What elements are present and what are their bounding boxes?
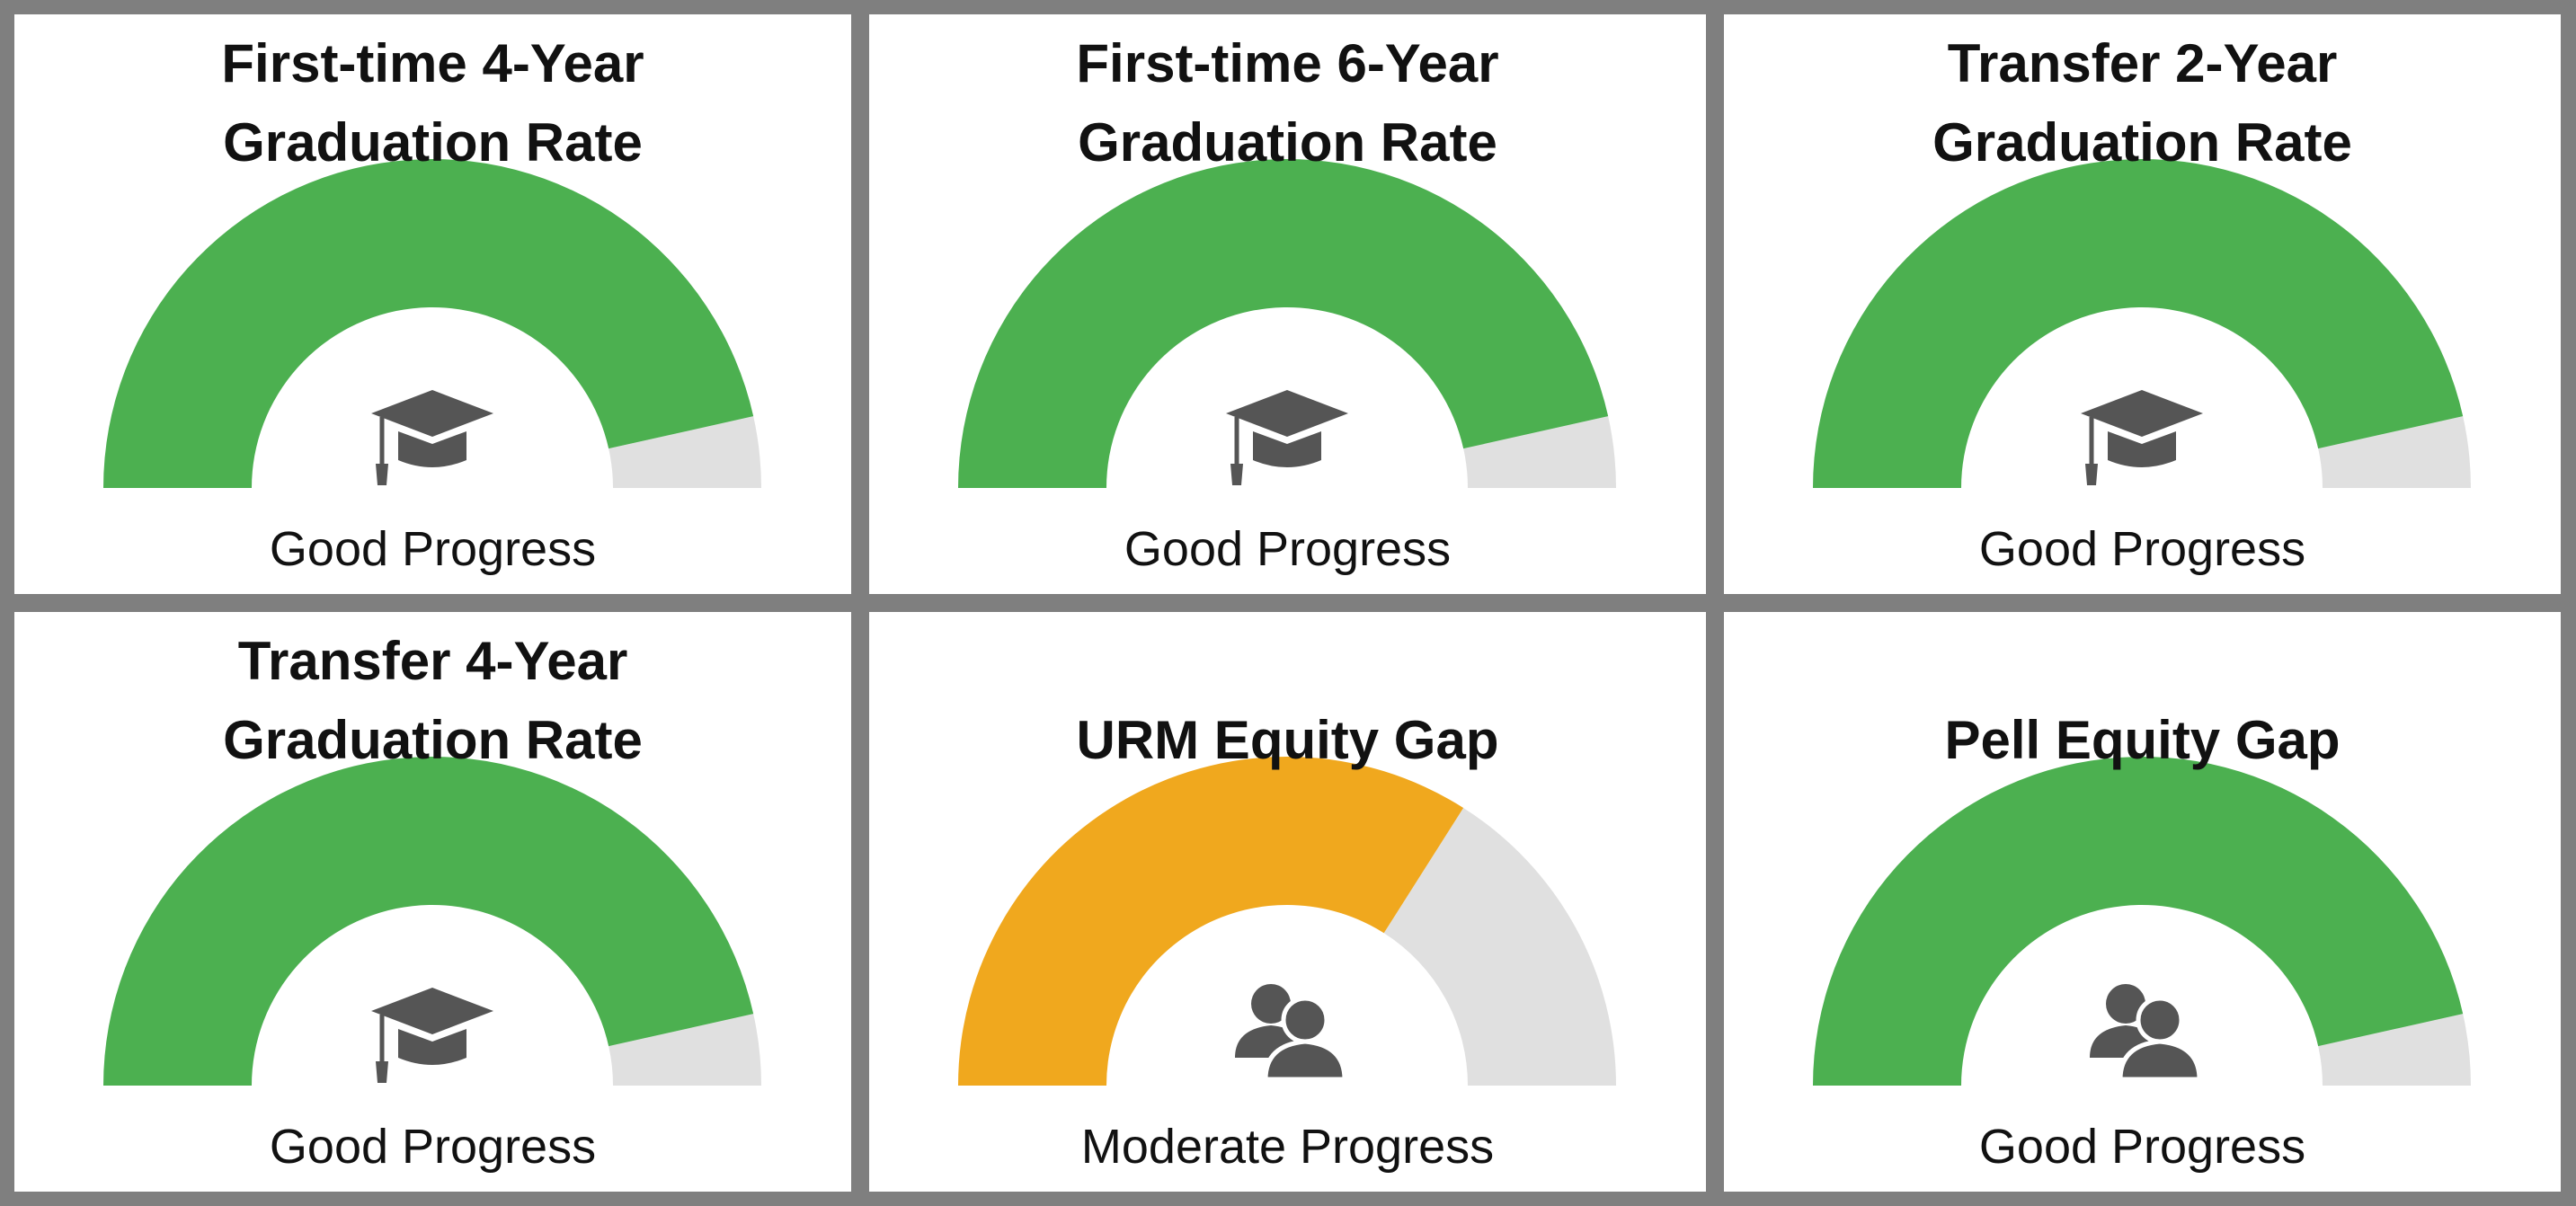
title-box: Transfer 4-Year Graduation Rate [14, 622, 851, 780]
icon [1226, 390, 1348, 485]
gauge-remainder [608, 416, 761, 488]
gauge [1813, 159, 2471, 489]
gauge-remainder [2318, 1014, 2471, 1086]
gauge-fill [103, 757, 754, 1086]
cap-top [2081, 390, 2203, 437]
gauge-panel: First-time 4-Year Graduation Rate Good Pr… [14, 14, 851, 594]
icon [1235, 984, 1347, 1082]
icon [2090, 984, 2202, 1082]
gauge [103, 757, 761, 1086]
gauge-title: First-time 4-Year Graduation Rate [221, 33, 644, 173]
status-label: Moderate Progress [1080, 1120, 1495, 1174]
cap-top [1226, 390, 1348, 437]
gauge-title: Transfer 4-Year Graduation Rate [223, 631, 643, 770]
gauge-fill [958, 757, 1464, 1086]
person-front-body [1263, 1039, 1347, 1082]
title-box: URM Equity Gap [869, 622, 1706, 780]
status-label: Good Progress [269, 1120, 597, 1174]
person-front-body [2118, 1039, 2202, 1082]
cap-top [371, 390, 493, 437]
gauge [103, 159, 761, 489]
gauge-fill [958, 159, 1609, 489]
tassel-end [1230, 464, 1243, 485]
icon [2081, 390, 2203, 485]
cap-base [1253, 431, 1321, 467]
gauge-title: Transfer 2-Year Graduation Rate [1932, 33, 2352, 173]
gauge-fill [103, 159, 754, 489]
gauge-panel: Pell Equity Gap Good Progress [1724, 612, 2561, 1192]
title-box: Transfer 2-Year Graduation Rate [1724, 24, 2561, 182]
icon [371, 988, 493, 1083]
gauge-remainder [608, 1014, 761, 1086]
icon [371, 390, 493, 485]
gauge-title: URM Equity Gap [1076, 710, 1499, 770]
gauge-remainder [1463, 416, 1616, 488]
status-label: Good Progress [269, 522, 597, 576]
gauge-title: First-time 6-Year Graduation Rate [1076, 33, 1499, 173]
gauge-fill [1813, 159, 2464, 489]
gauge [1813, 757, 2471, 1086]
status-label: Good Progress [1124, 522, 1452, 576]
gauge [958, 757, 1616, 1086]
gauge-panel: First-time 6-Year Graduation Rate Good Pr… [869, 14, 1706, 594]
gauge-remainder [1383, 807, 1616, 1086]
cap-base [398, 431, 466, 467]
title-box: First-time 6-Year Graduation Rate [869, 24, 1706, 182]
title-box: First-time 4-Year Graduation Rate [14, 24, 851, 182]
cap-base [398, 1029, 466, 1065]
status-label: Good Progress [1978, 1120, 2306, 1174]
tassel-end [2085, 464, 2098, 485]
person-front-head [1281, 996, 1329, 1044]
person-front-head [2136, 996, 2184, 1044]
gauge-panel: Transfer 2-Year Graduation Rate Good Prog… [1724, 14, 2561, 594]
gauge-title: Pell Equity Gap [1944, 710, 2341, 770]
person-back-head [2106, 984, 2145, 1024]
dashboard: First-time 4-Year Graduation Rate Good Pr… [14, 14, 2562, 1192]
person-back-head [1251, 984, 1291, 1024]
gauge-panel: URM Equity Gap Moderate Progress [869, 612, 1706, 1192]
cap-base [2108, 431, 2176, 467]
title-box: Pell Equity Gap [1724, 622, 2561, 780]
gauge-fill [1813, 757, 2464, 1086]
gauge [958, 159, 1616, 489]
cap-top [371, 988, 493, 1034]
gauge-remainder [2318, 416, 2471, 488]
gauge-panel: Transfer 4-Year Graduation Rate Good Prog… [14, 612, 851, 1192]
status-label: Good Progress [1978, 522, 2306, 576]
tassel-end [376, 464, 388, 485]
tassel-end [376, 1061, 388, 1083]
